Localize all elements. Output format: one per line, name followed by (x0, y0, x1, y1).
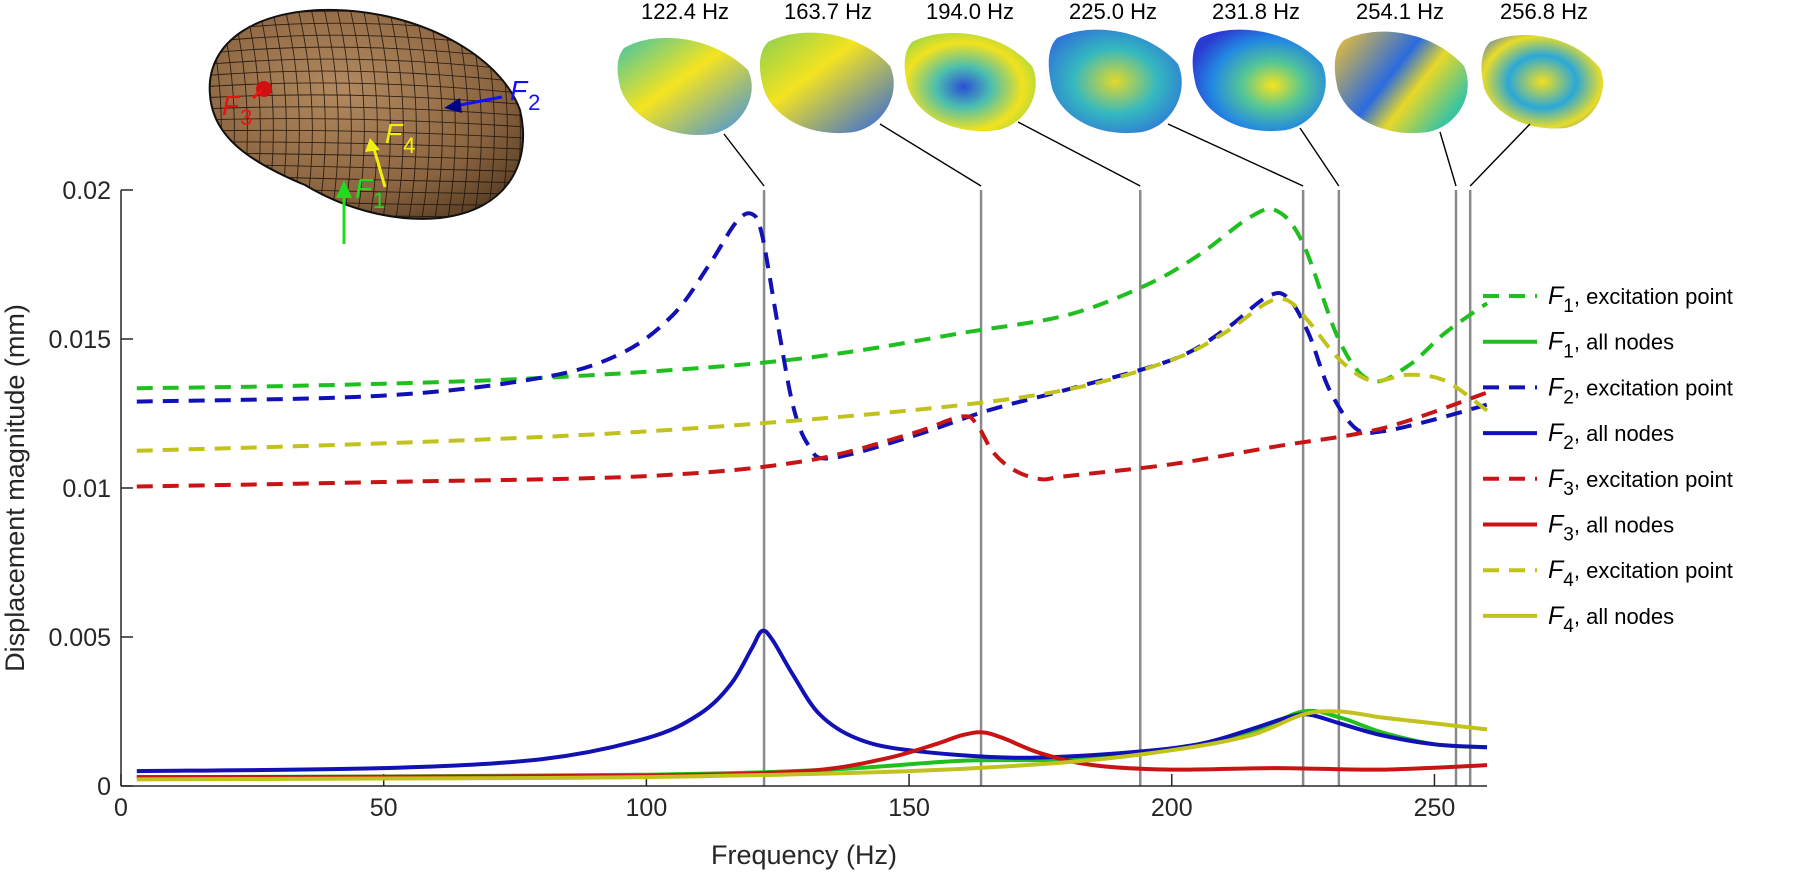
x-tick-label: 150 (888, 794, 930, 822)
mode-shape-3 (904, 33, 1036, 132)
f1-arrowhead (336, 180, 352, 198)
x-tick-label: 0 (114, 794, 128, 822)
mode-frequency-label-2: 163.7 Hz (784, 0, 872, 24)
mode-leader-line-4 (1167, 123, 1304, 187)
x-axis-label: Frequency (Hz) (711, 840, 897, 870)
mode-shape-2 (759, 32, 894, 134)
mode-shape-6 (1334, 31, 1468, 134)
y-tick-label: 0 (97, 773, 111, 801)
mesh-line (209, 141, 524, 151)
mesh-line (209, 129, 524, 140)
mesh-line (209, 106, 524, 118)
mode-shape-7 (1481, 34, 1603, 129)
mode-leader-line-3 (1017, 121, 1141, 187)
mode-frequency-label-1: 122.4 Hz (641, 0, 729, 24)
series-f2-exc (136, 211, 1488, 461)
legend-label-f4-all: F4, all nodes (1548, 602, 1674, 637)
mesh-line (530, 0, 546, 240)
mesh-line (209, 94, 524, 107)
y-axis-label: Displacement magnitude (mm) (0, 304, 30, 672)
mode-leader-line-6 (1439, 131, 1457, 187)
mode-shape-5 (1192, 29, 1326, 132)
mesh-model-inset: F1 F2 F3 F4 (208, 0, 546, 244)
f2-force-arrow (454, 95, 503, 108)
legend: F1, excitation point F1, all nodes F2, exc… (1483, 282, 1733, 637)
mesh-line (386, 9, 404, 219)
x-tick-label: 100 (626, 794, 668, 822)
series-f4-exc (136, 296, 1489, 453)
legend-label-f2-exc: F2, excitation point (1548, 373, 1733, 408)
f2-arrowhead (444, 98, 462, 113)
mesh-line (209, 70, 524, 85)
mode-frequency-label-4: 225.0 Hz (1069, 0, 1157, 24)
mode-shape-4 (1048, 29, 1182, 134)
f4-arrowhead (365, 138, 380, 152)
series-lines (136, 206, 1489, 782)
y-tick-label: 0.005 (48, 624, 111, 652)
mode-shape-thumbnails (617, 29, 1603, 135)
legend-label-f3-all: F3, all nodes (1548, 511, 1674, 546)
series-f3-exc (136, 390, 1488, 489)
x-tick-label: 200 (1151, 794, 1193, 822)
f1-arrow-label: F1 (355, 173, 385, 213)
mode-frequency-labels: 122.4 Hz 163.7 Hz 194.0 Hz 225.0 Hz 231.8 Hz… (641, 0, 1588, 24)
x-tick-label: 50 (370, 794, 398, 822)
mode-leader-line-7 (1469, 123, 1531, 187)
legend-label-f3-exc: F3, excitation point (1548, 465, 1733, 500)
mode-leader-line-5 (1299, 127, 1340, 187)
x-tick-label: 250 (1414, 794, 1456, 822)
legend-label-f1-all: F1, all nodes (1548, 328, 1674, 363)
mesh-line (209, 218, 524, 219)
mode-leader-line-1 (723, 133, 765, 187)
f4-force-arrow (371, 144, 387, 188)
mode-frequency-label-7: 256.8 Hz (1500, 0, 1588, 24)
mesh-line (412, 9, 430, 219)
series-f1-exc (136, 206, 1489, 391)
mesh-line (209, 118, 524, 129)
y-tick-label: 0.01 (62, 475, 111, 503)
legend-label-f2-all: F2, all nodes (1548, 419, 1674, 454)
f2-arrow-label: F2 (510, 75, 540, 115)
legend-label-f1-exc: F1, excitation point (1548, 282, 1733, 317)
mesh-body (208, 8, 525, 220)
f3-arrow-label: F3 (222, 90, 252, 130)
x-ticks: 0 50 100 150 200 250 (114, 774, 1455, 822)
series-f4-all (136, 709, 1488, 782)
mode-frequency-label-3: 194.0 Hz (926, 0, 1014, 24)
f4-arrow-label: F4 (385, 118, 415, 158)
f3-force-arrow (252, 88, 263, 100)
mode-frequency-label-6: 254.1 Hz (1356, 0, 1444, 24)
mode-leader-line-2 (879, 123, 982, 187)
y-tick-label: 0.015 (48, 326, 111, 354)
mesh-line (209, 82, 524, 96)
legend-label-f4-exc: F4, excitation point (1548, 556, 1733, 591)
mode-frequency-lines (723, 121, 1531, 786)
mode-shape-1 (617, 37, 752, 135)
series-f2-all (136, 628, 1488, 774)
mode-frequency-label-5: 231.8 Hz (1212, 0, 1300, 24)
mesh-line (399, 9, 417, 219)
y-tick-label: 0.02 (62, 177, 111, 205)
y-ticks: 0 0.005 0.01 0.015 0.02 (48, 177, 133, 801)
